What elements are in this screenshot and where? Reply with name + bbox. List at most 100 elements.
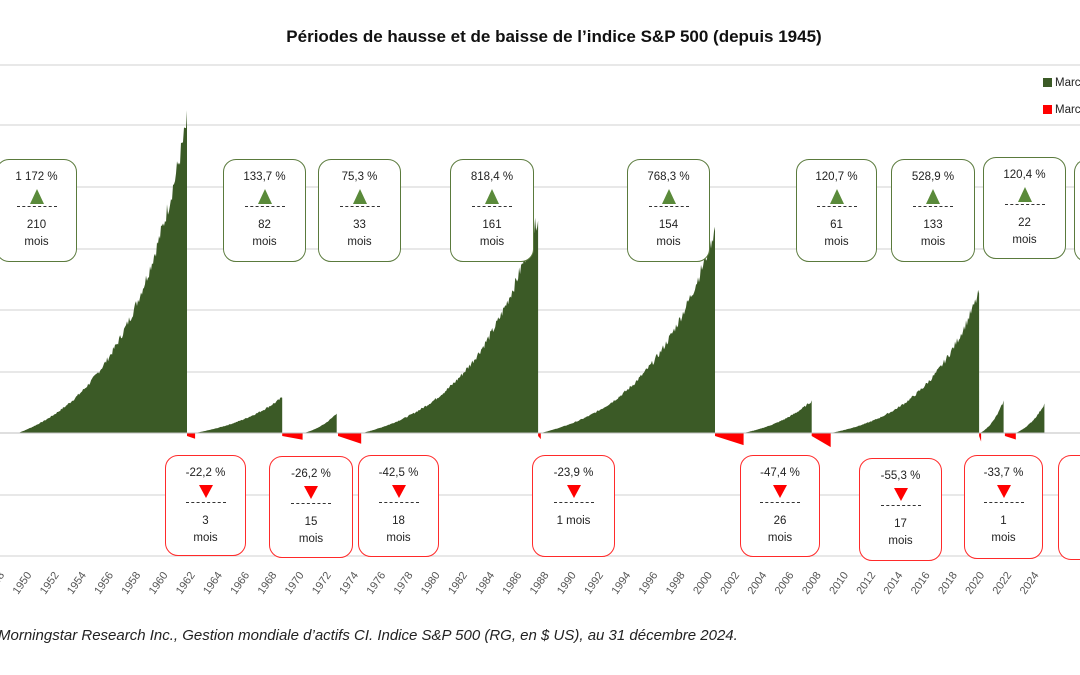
x-axis-ticks: 1948 1950 1952 1954 1956 1958 1960 1962 1964 1966… [0,570,1042,597]
x-tick-label: 1980 [419,570,443,597]
bear-annotation-partial [1058,455,1080,560]
legend-swatch-bear [1043,105,1052,114]
x-tick-label: 1978 [392,570,416,597]
bear-duration: 1 [1000,515,1007,527]
bull-annotation: 528,9 % 133 mois [891,159,975,262]
x-tick-label: 1960 [147,570,171,597]
bear-market-area [1004,433,1016,440]
x-tick-label: 1966 [228,570,252,597]
bull-gain-label: 120,4 % [1003,169,1046,181]
x-tick-label: 2020 [963,570,987,597]
up-triangle-icon [661,189,676,204]
bear-annotation: -23,9 % 1 mois [532,455,615,557]
up-triangle-icon [1017,187,1032,202]
source-note: Morningstar Research Inc., Gestion mondi… [0,627,738,644]
up-triangle-icon [29,189,44,204]
x-tick-label: 2006 [773,570,797,597]
bear-loss-label: -23,9 % [553,467,594,479]
x-tick-label: 1950 [11,570,35,597]
legend-entry-bull: Marc [1043,77,1080,89]
bull-gain-label: 768,3 % [647,171,690,183]
bull-annotation-partial [1074,159,1080,262]
x-tick-label: 2022 [991,570,1015,597]
x-tick-label: 1956 [92,570,116,597]
x-tick-label: 2004 [746,570,770,597]
x-tick-label: 1976 [364,570,388,597]
up-triangle-icon [485,189,499,204]
x-tick-label: 1970 [283,570,307,597]
x-tick-label: 1984 [473,570,497,597]
bear-market-area [338,433,362,444]
down-triangle-icon [893,488,908,501]
bear-annotation: -42,5 % 18 mois [358,455,439,557]
bull-gain-label: 528,9 % [911,171,955,183]
legend-label-bear: Marc [1055,104,1080,116]
legend-label-bull: Marc [1055,77,1080,89]
bull-duration-unit: mois [347,236,372,248]
bear-duration: 17 [894,518,907,530]
bull-duration: 161 [482,219,502,231]
x-tick-label: 2016 [909,570,933,597]
x-tick-label: 1990 [555,570,579,597]
bear-duration: 15 [304,516,318,528]
bear-annotation: -33,7 % 1 mois [964,455,1043,559]
bull-annotation: 1 172 % 210 mois [0,159,77,262]
x-tick-label: 2014 [882,570,906,597]
bear-duration: 18 [392,515,405,527]
divider [378,502,419,503]
divider [553,502,594,503]
bear-loss-label: -22,2 % [185,467,226,479]
x-tick-label: 1948 [0,570,7,597]
bear-market-area [979,433,982,442]
bear-duration: 1 mois [556,515,591,527]
bull-annotation: 133,7 % 82 mois [223,159,306,262]
bull-market-area [980,400,1004,433]
bear-duration-unit: mois [767,532,793,544]
bull-gain-label: 133,7 % [243,171,286,183]
down-triangle-icon [773,485,787,498]
up-triangle-icon [352,189,367,204]
divider [472,206,512,207]
bear-loss-label: -33,7 % [983,467,1024,479]
x-tick-label: 1982 [446,570,470,597]
bull-duration: 61 [830,219,843,231]
bull-market-area [362,217,539,433]
bear-market-area [715,433,744,446]
bull-market-area [1015,403,1045,433]
bear-loss-label: -47,4 % [760,467,800,479]
bull-gain-label: 75,3 % [341,171,378,183]
bull-market-area [18,110,188,434]
divider [913,206,953,207]
x-tick-label: 1994 [609,570,633,597]
bear-duration-unit: mois [991,532,1016,544]
down-triangle-icon [304,486,318,499]
x-tick-label: 1992 [582,570,606,597]
x-tick-label: 1962 [174,570,198,597]
x-tick-label: 1974 [337,570,361,597]
bull-duration: 154 [658,219,679,231]
down-triangle-icon [391,485,406,498]
x-tick-label: 1986 [501,570,525,597]
bull-duration-unit: mois [24,236,49,248]
legend-entry-bear: Marc [1043,104,1080,116]
bull-gain-label: 818,4 % [470,171,514,183]
down-triangle-icon [198,485,213,498]
bull-duration-unit: mois [252,236,277,248]
up-triangle-icon [926,189,940,204]
bull-duration: 133 [923,219,943,231]
bull-series [18,110,1045,434]
bull-market-area [304,413,337,433]
bull-duration-unit: mois [824,236,849,248]
bear-loss-label: -26,2 % [291,468,331,480]
divider [983,502,1024,503]
divider [291,503,331,504]
bear-duration: 3 [202,515,209,527]
bull-annotation: 818,4 % 161 mois [450,159,534,262]
divider [880,505,921,506]
x-tick-label: 1998 [664,570,688,597]
bear-market-area [187,433,196,439]
bear-duration-unit: mois [386,532,411,544]
down-triangle-icon [996,485,1011,498]
bear-duration: 26 [773,515,787,527]
